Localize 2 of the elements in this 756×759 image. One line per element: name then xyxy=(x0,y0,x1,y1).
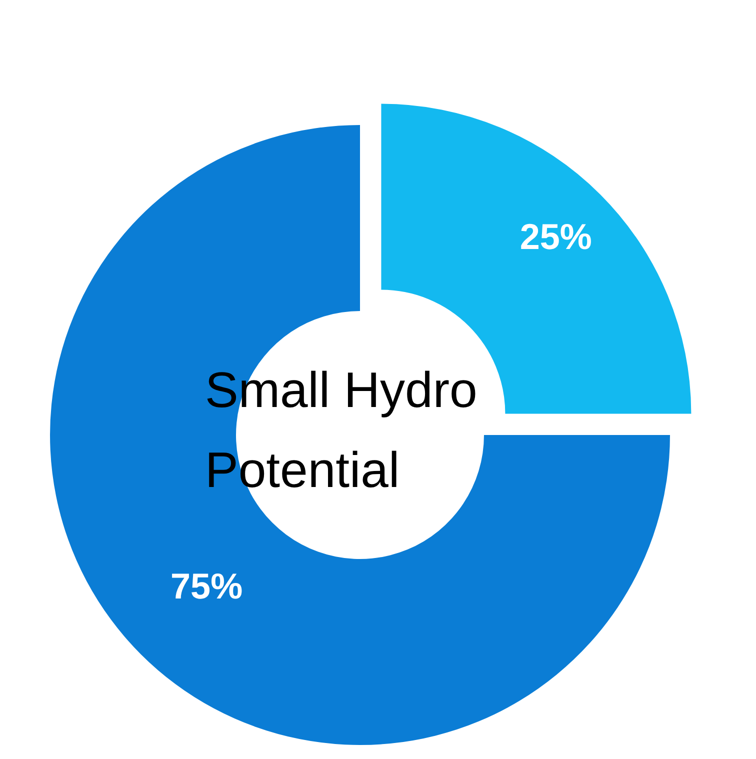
data-label: 25% xyxy=(520,216,592,258)
data-label: 75% xyxy=(170,565,243,606)
